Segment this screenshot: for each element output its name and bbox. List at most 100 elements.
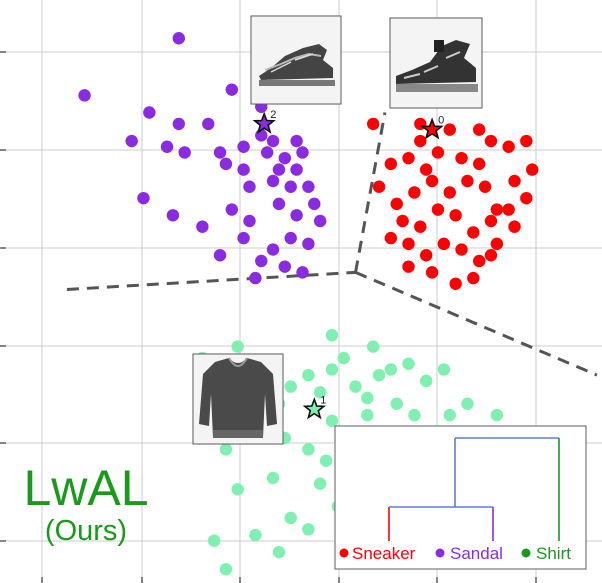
scatter-point xyxy=(520,134,533,148)
legend-item-shirt: Shirt xyxy=(521,544,571,563)
scatter-point xyxy=(266,134,280,148)
legend-label: Sandal xyxy=(450,544,503,563)
scatter-point xyxy=(402,151,415,165)
method-name-label: LwAL xyxy=(23,460,148,516)
scatter-point xyxy=(390,197,403,211)
scatter-point xyxy=(449,277,462,290)
scatter-point xyxy=(278,260,292,273)
scatter-point xyxy=(237,231,250,245)
scatter-point xyxy=(296,146,309,159)
series-sandal xyxy=(78,32,327,285)
boundary-segment xyxy=(66,270,356,291)
dendrogram-frame xyxy=(334,425,587,570)
scatter-point xyxy=(490,408,504,422)
centroid-label: 1 xyxy=(320,394,326,406)
scatter-point xyxy=(384,363,398,376)
centroid-markers: 2 0 1 xyxy=(252,109,444,420)
scatter-point xyxy=(384,231,398,245)
scatter-point xyxy=(308,197,321,211)
dendrogram-links xyxy=(388,437,560,541)
scatter-point xyxy=(526,163,539,176)
scatter-point xyxy=(302,368,315,382)
scatter-point xyxy=(160,140,174,153)
scatter-point xyxy=(484,249,498,262)
centroid-star xyxy=(302,397,326,420)
scatter-point xyxy=(178,146,191,159)
dendrogram-inset: Sneaker Sandal Shirt xyxy=(334,425,587,570)
series-sneaker xyxy=(366,117,539,290)
scatter-point xyxy=(231,340,244,353)
scatter-point xyxy=(313,386,327,399)
scatter-point xyxy=(272,163,286,176)
method-note-label: (Ours) xyxy=(45,515,127,547)
scatter-point xyxy=(284,380,297,393)
scatter-point xyxy=(390,397,403,410)
scatter-point xyxy=(325,328,339,342)
scatter-point xyxy=(461,174,474,188)
boundary-segment xyxy=(354,112,387,273)
scatter-point xyxy=(296,266,309,279)
scatter-point xyxy=(249,271,262,285)
scatter-point xyxy=(266,471,280,485)
scatter-point xyxy=(366,117,380,131)
centroid-star xyxy=(420,117,444,140)
scatter-point xyxy=(419,249,433,262)
scatter-point xyxy=(172,32,186,45)
scatter-point xyxy=(313,214,327,228)
scatter-point xyxy=(302,523,315,536)
scatter-point xyxy=(473,123,486,136)
scatter-point xyxy=(396,214,409,228)
scatter-point xyxy=(290,209,303,222)
scatter-point xyxy=(443,186,456,199)
scatter-point xyxy=(302,443,315,456)
scatter-point xyxy=(219,157,233,171)
scatter-point xyxy=(272,545,286,559)
scatter-point xyxy=(284,180,297,193)
scatter-point xyxy=(172,117,186,131)
scatter-point xyxy=(508,220,521,233)
shirt-prototype-image xyxy=(192,353,284,445)
scatter-point xyxy=(484,134,498,148)
scatter-point xyxy=(196,220,209,233)
legend-dot xyxy=(339,548,349,558)
scatter-point xyxy=(266,243,280,256)
scatter-point xyxy=(266,174,280,188)
scatter-point xyxy=(461,397,474,410)
scatter-point xyxy=(325,363,339,376)
scatter-point xyxy=(225,203,239,216)
sandal-prototype-image xyxy=(250,15,342,105)
scatter-point xyxy=(237,140,250,153)
scatter-point xyxy=(467,226,480,239)
scatter-point xyxy=(284,511,297,525)
scatter-point xyxy=(402,357,415,370)
scatter-point xyxy=(414,220,427,233)
scatter-point xyxy=(137,191,150,205)
scatter-point xyxy=(419,163,433,176)
scatter-point xyxy=(437,363,451,376)
scatter-point xyxy=(278,151,292,165)
boundary-segment xyxy=(354,270,598,377)
scatter-point xyxy=(520,191,533,205)
scatter-point xyxy=(202,117,215,131)
legend-item-sneaker: Sneaker xyxy=(339,544,416,563)
scatter-point xyxy=(255,254,268,268)
scatter-point xyxy=(437,237,451,251)
scatter-point xyxy=(473,157,486,171)
scatter-point xyxy=(473,254,486,268)
scatter-point xyxy=(449,209,462,222)
scatter-point xyxy=(249,528,262,542)
scatter-point xyxy=(372,180,386,193)
scatter-point xyxy=(243,180,256,193)
legend-item-sandal: Sandal xyxy=(435,544,503,563)
centroid-label: 0 xyxy=(438,115,444,127)
legend-label: Shirt xyxy=(536,544,571,563)
scatter-point xyxy=(207,534,221,547)
scatter-point xyxy=(231,483,244,496)
scatter-point xyxy=(313,477,327,490)
legend-label: Sneaker xyxy=(352,544,416,563)
scatter-point xyxy=(408,186,421,199)
scatter-point xyxy=(290,134,303,148)
scatter-point xyxy=(431,203,445,216)
